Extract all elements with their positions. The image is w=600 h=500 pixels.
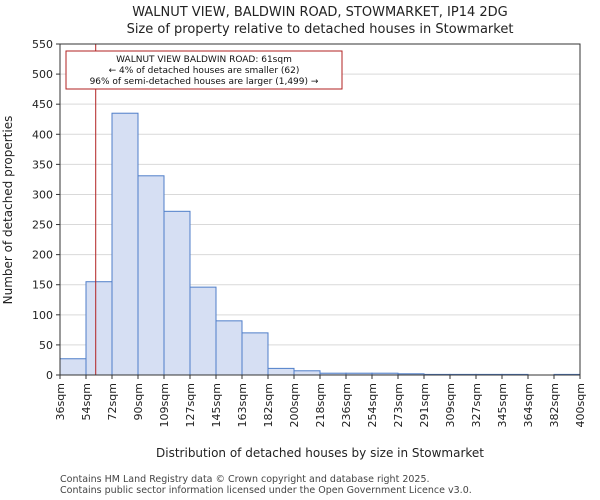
x-tick-label: 163sqm: [236, 383, 249, 427]
y-tick-label: 400: [32, 128, 53, 141]
y-axis-label: Number of detached properties: [1, 116, 15, 305]
annotation-line-3: 96% of semi-detached houses are larger (…: [90, 77, 319, 87]
histogram-bar: [111, 112, 139, 376]
x-tick-label: 364sqm: [522, 383, 535, 427]
x-tick-label: 254sqm: [366, 383, 379, 427]
x-tick-label: 345sqm: [496, 383, 509, 427]
x-tick-label: 400sqm: [574, 383, 587, 427]
histogram-bar: [163, 210, 191, 376]
y-tick-label: 350: [32, 158, 53, 171]
x-tick-label: 72sqm: [106, 383, 119, 420]
histogram-bar: [85, 281, 113, 376]
y-tick-label: 150: [32, 279, 53, 292]
y-tick-label: 450: [32, 98, 53, 111]
histogram-bar: [293, 370, 321, 376]
annotation-line-1: WALNUT VIEW BALDWIN ROAD: 61sqm: [116, 55, 292, 65]
x-tick-label: 182sqm: [262, 383, 275, 427]
x-tick-label: 90sqm: [132, 383, 145, 420]
annotation-line-2: ← 4% of detached houses are smaller (62): [109, 66, 300, 76]
histogram-bar: [215, 320, 243, 376]
y-ticks: 0 50 100 150 200 250 300 350 400 450 500 550: [32, 38, 60, 382]
y-tick-label: 0: [46, 369, 53, 382]
y-tick-label: 50: [39, 339, 53, 352]
x-tick-label: 36sqm: [54, 383, 67, 420]
annotation-frame: [65, 50, 343, 90]
x-tick-label: 109sqm: [158, 383, 171, 427]
x-tick-label: 218sqm: [314, 383, 327, 427]
y-tick-label: 500: [32, 68, 53, 81]
y-tick-label: 250: [32, 219, 53, 232]
histogram-bar: [189, 286, 217, 376]
x-tick-label: 291sqm: [418, 383, 431, 427]
x-tick-label: 200sqm: [288, 383, 301, 427]
x-ticks: 36sqm 54sqm 72sqm 90sqm 109sqm 127sqm 145sqm 16…: [54, 375, 587, 427]
histogram-bar: [59, 358, 87, 376]
chart-subtitle: Size of property relative to detached ho…: [127, 22, 514, 37]
x-tick-label: 273sqm: [392, 383, 405, 427]
y-tick-label: 300: [32, 188, 53, 201]
x-axis-label: Distribution of detached houses by size …: [156, 446, 484, 460]
y-tick-label: 100: [32, 309, 53, 322]
x-tick-label: 145sqm: [210, 383, 223, 427]
x-tick-label: 309sqm: [444, 383, 457, 427]
x-tick-label: 54sqm: [80, 383, 93, 420]
x-tick-label: 236sqm: [340, 383, 353, 427]
histogram-bar: [241, 332, 269, 376]
histogram-bar: [267, 367, 295, 376]
x-tick-label: 327sqm: [470, 383, 483, 427]
chart-title: WALNUT VIEW, BALDWIN ROAD, STOWMARKET, I…: [132, 5, 508, 20]
footer-copyright: Contains HM Land Registry data © Crown c…: [60, 474, 430, 485]
y-tick-label: 200: [32, 249, 53, 262]
x-tick-label: 382sqm: [548, 383, 561, 427]
annotation-box: WALNUT VIEW BALDWIN ROAD: 61sqm ← 4% of …: [65, 50, 343, 90]
x-tick-label: 127sqm: [184, 383, 197, 427]
y-tick-label: 550: [32, 38, 53, 51]
bars: [59, 112, 581, 376]
footer-licence: Contains public sector information licen…: [60, 485, 472, 496]
histogram-bar: [137, 175, 165, 376]
